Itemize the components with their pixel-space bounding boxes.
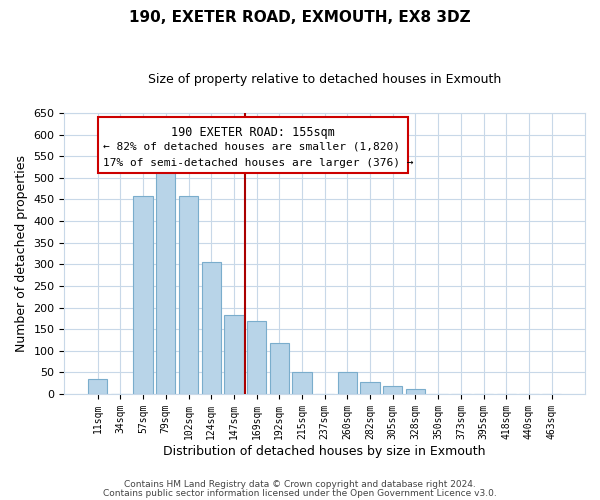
Bar — [179, 196, 198, 394]
Bar — [406, 389, 425, 394]
FancyBboxPatch shape — [98, 118, 408, 174]
Bar — [133, 196, 153, 394]
Text: Contains public sector information licensed under the Open Government Licence v3: Contains public sector information licen… — [103, 488, 497, 498]
Text: ← 82% of detached houses are smaller (1,820): ← 82% of detached houses are smaller (1,… — [103, 141, 400, 151]
Bar — [88, 379, 107, 394]
Bar — [247, 320, 266, 394]
X-axis label: Distribution of detached houses by size in Exmouth: Distribution of detached houses by size … — [163, 444, 486, 458]
Text: Contains HM Land Registry data © Crown copyright and database right 2024.: Contains HM Land Registry data © Crown c… — [124, 480, 476, 489]
Text: 17% of semi-detached houses are larger (376) →: 17% of semi-detached houses are larger (… — [103, 158, 414, 168]
Bar — [224, 316, 244, 394]
Bar — [338, 372, 357, 394]
Text: 190, EXETER ROAD, EXMOUTH, EX8 3DZ: 190, EXETER ROAD, EXMOUTH, EX8 3DZ — [129, 10, 471, 25]
Bar — [156, 172, 175, 394]
Y-axis label: Number of detached properties: Number of detached properties — [15, 155, 28, 352]
Bar — [202, 262, 221, 394]
Bar — [269, 343, 289, 394]
Title: Size of property relative to detached houses in Exmouth: Size of property relative to detached ho… — [148, 72, 502, 86]
Bar — [292, 372, 311, 394]
Bar — [361, 382, 380, 394]
Text: 190 EXETER ROAD: 155sqm: 190 EXETER ROAD: 155sqm — [171, 126, 335, 138]
Bar — [383, 386, 403, 394]
